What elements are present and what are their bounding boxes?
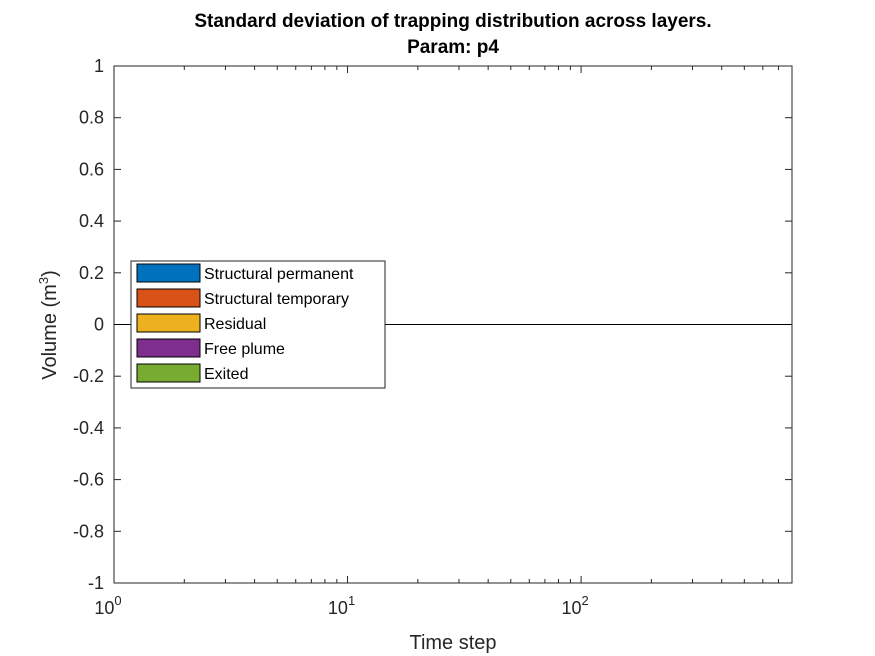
y-tick-label: -1 [88, 573, 104, 593]
y-axis-label: Volume (m3) [36, 270, 61, 380]
legend-label: Structural temporary [204, 291, 349, 308]
legend-swatch [136, 313, 201, 333]
y-tick-label: 0.6 [79, 159, 104, 179]
y-tick-label: -0.6 [73, 470, 104, 490]
y-tick-label: -0.2 [73, 366, 104, 386]
y-tick-label: 0.8 [79, 108, 104, 128]
y-tick-label: 0.2 [79, 263, 104, 283]
legend-swatch [136, 288, 201, 308]
y-tick-label: 0 [94, 315, 104, 335]
legend-swatch [136, 263, 201, 283]
y-tick-label: -0.4 [73, 418, 104, 438]
x-axis-label: Time step [409, 632, 496, 654]
x-tick-label: 102 [561, 593, 588, 618]
legend-label: Exited [204, 366, 248, 383]
y-tick-label: -0.8 [73, 521, 104, 541]
legend-label: Residual [204, 316, 266, 333]
x-tick-label: 100 [94, 593, 121, 618]
legend: Structural permanent Structural temporary… [130, 260, 386, 389]
chart-title: Standard deviation of trapping distribut… [194, 11, 711, 32]
x-tick-label: 101 [328, 593, 355, 618]
legend-swatch [136, 338, 201, 358]
legend-label: Free plume [204, 341, 285, 358]
y-tick-label: 1 [94, 56, 104, 76]
y-axis-label-main: Volume (m [39, 284, 61, 380]
chart-subtitle: Param: p4 [407, 37, 499, 58]
y-axis-label-close: ) [39, 270, 61, 277]
legend-label: Structural permanent [204, 266, 354, 283]
y-tick-label: 0.4 [79, 211, 104, 231]
legend-swatch [136, 363, 201, 383]
y-axis-label-sup: 3 [36, 277, 51, 284]
